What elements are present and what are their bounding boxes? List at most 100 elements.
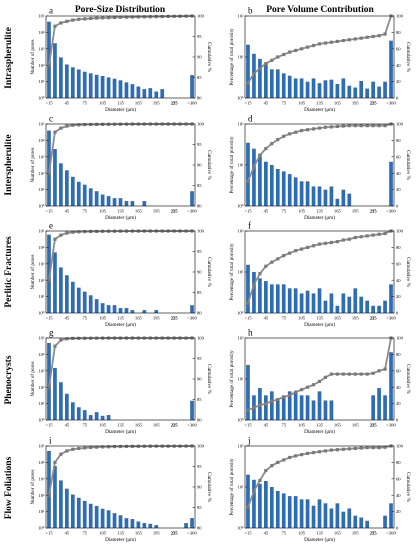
xtick-label-g-2: 75 [82, 423, 87, 428]
y2tick-label-b-4: 80 [396, 30, 401, 35]
bar-j-0 [246, 474, 250, 528]
xtick-label-h-3: 105 [298, 423, 306, 428]
ytick-label-i-2: 10² [39, 493, 46, 498]
cumulative-marker-j-14 [329, 448, 334, 452]
xtick-label-c-6: 195 [153, 209, 161, 214]
bar-d-7 [287, 174, 292, 206]
cumulative-marker-b-3 [264, 61, 268, 66]
y2label-e: Cumulative % [206, 257, 212, 288]
cumulative-line-b [247, 15, 392, 84]
bar-b-9 [299, 78, 304, 98]
bar-h-24 [389, 352, 393, 420]
cumulative-marker-a-3 [65, 19, 69, 23]
y2tick-label-i-1: 85 [197, 505, 202, 510]
panel-letter-g: g [49, 328, 54, 338]
y2tick-label-g-1: 85 [197, 397, 202, 402]
cumulative-marker-h-20 [365, 372, 369, 376]
xlabel-c: Diameter (μm) [105, 214, 136, 221]
cumulative-marker-a-1 [53, 24, 57, 28]
cumulative-marker-g-4 [71, 336, 75, 341]
bar-f-18 [353, 288, 358, 313]
xtick-label-g-7: 225 [171, 423, 179, 428]
xlabel-h: Diameter (μm) [304, 428, 335, 435]
bar-g-8 [94, 412, 99, 420]
cumulative-marker-f-8 [294, 249, 298, 253]
panel-letter-e: e [49, 221, 53, 231]
cumulative-line-i [48, 445, 193, 496]
bar-b-10 [305, 81, 310, 98]
xtick-label-g-3: 105 [99, 423, 107, 428]
xtick-label-a-9: >300 [187, 101, 197, 106]
cumulative-marker-j-7 [288, 455, 292, 460]
bar-f-22 [377, 305, 381, 313]
bar-e-24 [190, 305, 194, 313]
y2tick-label-d-4: 80 [396, 138, 401, 143]
xlabel-f: Diameter (μm) [304, 321, 335, 328]
y2tick-label-d-3: 60 [396, 154, 401, 159]
bar-h-9 [299, 395, 304, 420]
cumulative-marker-c-6 [83, 123, 87, 127]
y2tick-label-h-1: 20 [396, 401, 401, 406]
cumulative-line-d [247, 123, 392, 182]
xtick-label-h-1: 45 [264, 423, 269, 428]
bar-d-4 [269, 165, 274, 206]
bar-e-1 [53, 252, 57, 313]
ytick-label-e-3: 10³ [39, 261, 46, 266]
ytick-label-d-2: 10² [238, 122, 245, 127]
cumulative-marker-a-2 [59, 21, 63, 25]
bar-h-14 [329, 400, 334, 420]
xtick-label-g-5: 165 [135, 423, 143, 428]
cumulative-marker-f-1 [252, 282, 256, 286]
bar-i-2 [59, 480, 63, 528]
cumulative-marker-a-6 [83, 17, 87, 21]
ytick-label-i-4: 10⁴ [38, 460, 45, 465]
bar-j-13 [323, 503, 328, 528]
cumulative-marker-d-0 [246, 179, 250, 183]
cumulative-marker-h-4 [270, 399, 274, 403]
ytick-label-a-3: 10³ [39, 46, 46, 51]
xtick-label-h-8: 255 [370, 423, 378, 428]
bar-i-23 [184, 523, 188, 528]
bar-f-2 [258, 278, 262, 313]
bar-f-16 [341, 293, 346, 313]
cumulative-marker-b-8 [294, 48, 298, 53]
bar-b-7 [287, 75, 292, 98]
bar-j-20 [365, 520, 370, 528]
xtick-label-g-6: 195 [153, 423, 161, 428]
cumulative-marker-f-4 [270, 260, 274, 264]
bar-h-5 [275, 400, 280, 420]
ytick-label-a-2: 10² [39, 63, 46, 68]
ytick-label-h-2: 10² [238, 336, 245, 341]
y2tick-label-d-5: 100 [396, 122, 404, 127]
xtick-label-a-4: 135 [117, 101, 125, 106]
cumulative-marker-i-2 [59, 452, 63, 456]
bar-f-20 [365, 300, 370, 313]
cumulative-marker-e-7 [89, 229, 93, 234]
xtick-label-j-7: 225 [370, 531, 378, 536]
cumulative-marker-f-14 [329, 240, 334, 245]
xtick-label-e-8: 255 [171, 316, 179, 321]
cumulative-marker-d-3 [264, 147, 268, 151]
ylabel-c: Number of pores [29, 147, 36, 182]
ytick-label-g-4: 10⁴ [38, 352, 45, 357]
xtick-label-i-0: <15 [45, 531, 53, 536]
cumulative-marker-b-1 [252, 71, 256, 75]
cumulative-marker-h-12 [317, 379, 322, 384]
cumulative-marker-b-10 [305, 45, 310, 49]
xtick-label-b-2: 75 [281, 101, 286, 106]
y2tick-label-h-0: 0 [396, 418, 399, 423]
xtick-label-c-7: 225 [171, 209, 179, 214]
xtick-label-b-8: 255 [370, 101, 378, 106]
xtick-label-d-8: 255 [370, 209, 378, 214]
cumulative-marker-h-14 [329, 372, 334, 376]
bar-h-13 [323, 400, 328, 420]
chart-panel-b: 10⁰ 10¹ 10² 0 20 40 60 80 100 <15 45 75 105 135 165 195… [228, 6, 411, 114]
cumulative-marker-j-16 [341, 447, 345, 451]
xtick-label-a-6: 195 [153, 101, 161, 106]
bar-f-5 [275, 284, 280, 313]
y2tick-label-e-3: 95 [197, 249, 202, 254]
cumulative-marker-i-5 [77, 446, 81, 451]
cumulative-marker-j-17 [347, 447, 351, 451]
cumulative-marker-c-1 [53, 130, 57, 134]
cumulative-marker-f-15 [335, 240, 339, 244]
